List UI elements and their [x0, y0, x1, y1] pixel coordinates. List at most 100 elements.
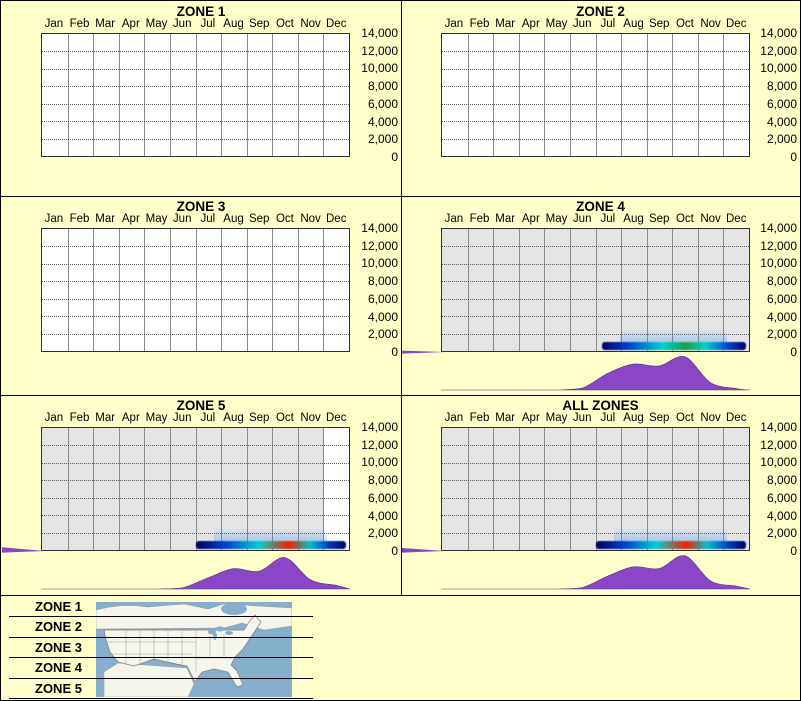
observation-haze — [213, 528, 328, 541]
month-label: Oct — [675, 18, 694, 30]
plot-area — [41, 228, 350, 352]
grid-line-vertical — [169, 428, 171, 550]
grid-line-horizontal — [442, 246, 749, 248]
grid-line-vertical — [646, 229, 648, 351]
grid-line-vertical — [697, 229, 699, 351]
grid-line-vertical — [246, 34, 248, 156]
grid-line-vertical — [297, 34, 299, 156]
month-label: Jul — [200, 412, 216, 424]
divider-row-2 — [1, 395, 800, 396]
grid-line-vertical — [493, 229, 495, 351]
grid-line-vertical — [297, 428, 299, 550]
grid-line-horizontal — [42, 298, 349, 300]
plot-area — [41, 427, 350, 551]
month-axis: Jan Feb Mar Apr May Jun Jul Aug Sep Oct Nov Dec — [41, 412, 349, 426]
grid-line-horizontal — [42, 333, 349, 335]
grid-line-vertical — [697, 34, 699, 156]
y-tick-label: 8,000 — [367, 473, 398, 488]
y-tick-label: 12,000 — [760, 437, 797, 452]
y-tick-label: 8,000 — [367, 274, 398, 289]
month-label: Nov — [300, 18, 321, 30]
grid-line-vertical — [67, 34, 69, 156]
month-axis: Jan Feb Mar Apr May Jun Jul Aug Sep Oct Nov Dec — [41, 213, 349, 227]
month-label: Sep — [648, 412, 670, 424]
no-data-column — [323, 428, 349, 550]
legend-section: ZONE 1 ZONE 2 ZONE 3 ZONE 4 ZONE 5 — [1, 596, 800, 700]
y-tick-label: 6,000 — [766, 291, 797, 306]
month-label: Nov — [700, 412, 721, 424]
month-label: Oct — [275, 412, 294, 424]
month-label: Jul — [200, 213, 216, 225]
grid-line-vertical — [272, 34, 274, 156]
legend-row-zone-5: ZONE 5 — [9, 679, 313, 699]
grid-line-horizontal — [442, 103, 749, 105]
grid-line-vertical — [221, 229, 223, 351]
grid-line-horizontal — [442, 86, 749, 88]
month-label: Jan — [44, 412, 64, 424]
panel-zone-3: ZONE 3 Jan Feb Mar Apr May Jun Jul Aug Sep Oct Nov… — [1, 197, 401, 395]
grid-line-horizontal — [442, 497, 749, 499]
month-label: Apr — [121, 412, 140, 424]
y-tick-label: 14,000 — [361, 26, 398, 40]
grid-line-vertical — [93, 229, 95, 351]
grid-line-vertical — [595, 428, 597, 550]
grid-line-vertical — [621, 229, 623, 351]
y-axis: 14,000 12,000 10,000 8,000 6,000 4,000 2,000 0 — [348, 26, 398, 164]
month-label: Dec — [326, 18, 347, 30]
month-label: Jun — [172, 412, 192, 424]
grid-line-vertical — [221, 34, 223, 156]
grid-line-horizontal — [42, 316, 349, 318]
y-tick-label: 4,000 — [766, 309, 797, 324]
y-tick-label: 2,000 — [367, 526, 398, 541]
map-great-lakes-icon — [208, 626, 233, 640]
month-label: Oct — [275, 213, 294, 225]
panel-title: ZONE 4 — [576, 199, 625, 214]
month-label: May — [545, 18, 568, 30]
grid-line-horizontal — [442, 532, 749, 534]
month-label: Nov — [700, 18, 721, 30]
grid-line-horizontal — [42, 103, 349, 105]
month-label: Sep — [648, 18, 670, 30]
month-label: May — [145, 18, 168, 30]
grid-line-vertical — [569, 34, 571, 156]
grid-line-horizontal — [442, 51, 749, 53]
panel-title: ZONE 5 — [176, 398, 226, 413]
y-tick-label: 10,000 — [760, 455, 797, 470]
y-tick-label: 2,000 — [766, 526, 797, 541]
observation-haze — [613, 528, 728, 541]
panel-zone-5: ZONE 5 Jan Feb Mar Apr May Jun Jul Aug Sep Oct Nov… — [1, 396, 401, 595]
month-label: Dec — [726, 213, 747, 225]
month-label: Aug — [223, 412, 244, 424]
month-label: Jan — [444, 412, 464, 424]
grid-line-vertical — [323, 229, 325, 351]
y-tick-label: 12,000 — [361, 437, 398, 452]
grid-line-vertical — [118, 34, 120, 156]
grid-line-vertical — [272, 428, 274, 550]
grid-line-horizontal — [42, 68, 349, 70]
grid-line-vertical — [323, 34, 325, 156]
plot-area — [441, 427, 750, 551]
divider-column — [401, 1, 402, 596]
month-label: May — [145, 412, 168, 424]
density-left-tail — [402, 350, 445, 354]
month-label: Oct — [675, 213, 694, 225]
month-label: Dec — [326, 213, 347, 225]
observation-heat-band — [601, 342, 746, 350]
month-label: Nov — [700, 213, 721, 225]
grid-line-vertical — [621, 34, 623, 156]
grid-line-horizontal — [42, 445, 349, 447]
y-tick-label: 12,000 — [361, 238, 398, 253]
y-tick-label: 0 — [790, 345, 797, 359]
grid-line-vertical — [595, 229, 597, 351]
grid-line-vertical — [569, 229, 571, 351]
y-axis: 14,000 12,000 10,000 8,000 6,000 4,000 2,000 0 — [747, 420, 797, 558]
month-label: Jun — [572, 213, 592, 225]
month-label: Apr — [521, 18, 540, 30]
y-axis: 14,000 12,000 10,000 8,000 6,000 4,000 2,000 0 — [348, 221, 398, 359]
grid-line-vertical — [646, 428, 648, 550]
grid-line-vertical — [221, 428, 223, 550]
grid-line-vertical — [467, 229, 469, 351]
grid-line-horizontal — [442, 333, 749, 335]
month-label: May — [545, 213, 568, 225]
month-label: Feb — [69, 412, 90, 424]
